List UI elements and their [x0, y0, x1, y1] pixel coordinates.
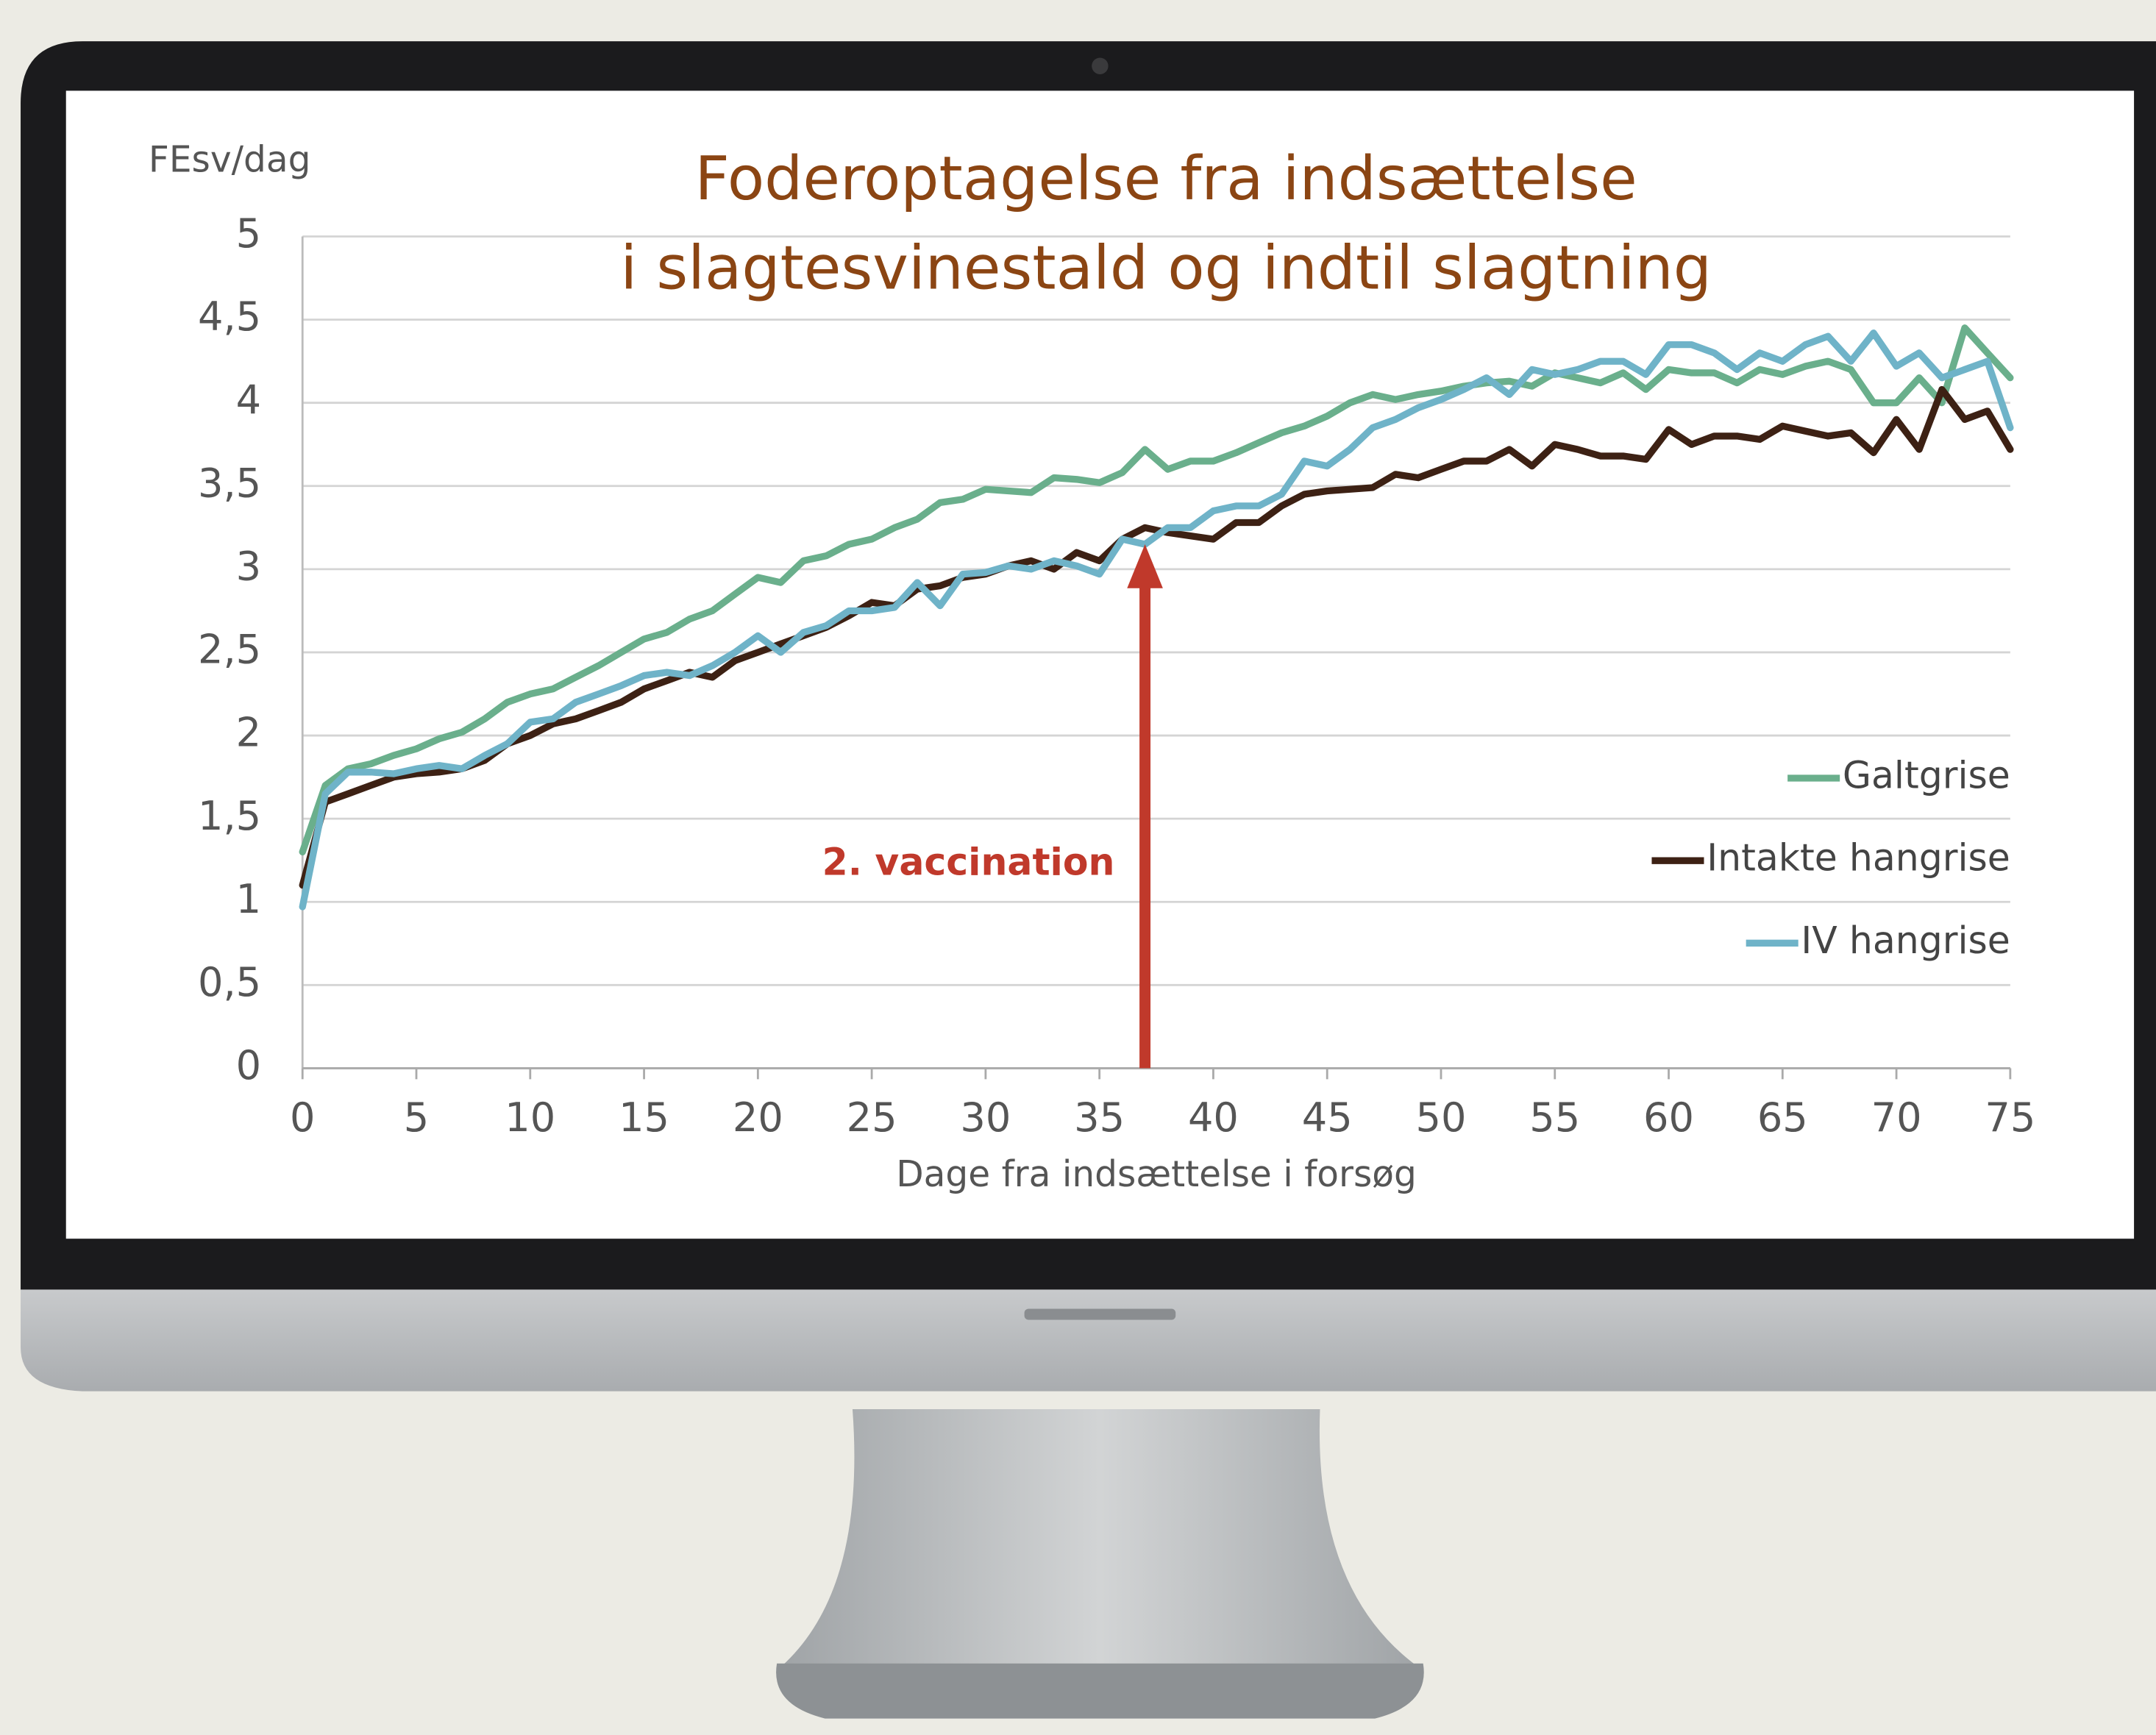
x-tick-label: 55 [1529, 1094, 1580, 1141]
y-axis-label: FEsv/dag [149, 140, 311, 181]
annotation-label: 2. vaccination [822, 840, 1115, 883]
x-tick-label: 65 [1757, 1094, 1808, 1141]
x-tick-label: 15 [619, 1094, 669, 1141]
x-tick-label: 75 [1985, 1094, 2035, 1141]
chart-title: Foderoptagelse fra indsættelse [694, 144, 1637, 214]
legend-label: Intakte hangrise [1707, 836, 2010, 880]
x-tick-label: 40 [1188, 1094, 1239, 1141]
x-tick-label: 50 [1416, 1094, 1467, 1141]
monitor-base [776, 1664, 1424, 1719]
monitor-scene: Foderoptagelse fra indsættelse i slagtes… [0, 0, 2156, 1735]
x-tick-label: 60 [1643, 1094, 1694, 1141]
x-tick-label: 5 [404, 1094, 429, 1141]
y-tick-label: 4,5 [198, 293, 261, 340]
y-tick-label: 2 [236, 710, 261, 756]
y-tick-label: 0,5 [198, 959, 261, 1005]
y-tick-label: 2,5 [198, 627, 261, 673]
y-tick-label: 3,5 [198, 460, 261, 506]
x-tick-label: 10 [505, 1094, 555, 1141]
monitor-chin [21, 1286, 2156, 1392]
x-axis-label: Dage fra indsættelse i forsøg [896, 1154, 1417, 1195]
y-tick-label: 1 [236, 876, 261, 922]
y-tick-label: 5 [236, 210, 261, 257]
x-tick-label: 35 [1074, 1094, 1125, 1141]
x-tick-label: 70 [1871, 1094, 1922, 1141]
y-tick-label: 3 [236, 544, 261, 590]
chart-title: i slagtesvinestald og indtil slagtning [620, 234, 1712, 304]
speaker-grille [1025, 1309, 1176, 1320]
x-tick-label: 30 [960, 1094, 1011, 1141]
y-tick-label: 0 [236, 1042, 261, 1089]
x-tick-label: 25 [847, 1094, 897, 1141]
y-tick-label: 1,5 [198, 793, 261, 839]
x-tick-label: 45 [1302, 1094, 1353, 1141]
legend-label: IV hangrise [1801, 919, 2010, 962]
camera [1092, 58, 1108, 74]
x-tick-label: 0 [290, 1094, 315, 1141]
legend-label: Galtgrise [1843, 753, 2010, 797]
x-tick-label: 20 [733, 1094, 783, 1141]
y-tick-label: 4 [236, 377, 261, 423]
